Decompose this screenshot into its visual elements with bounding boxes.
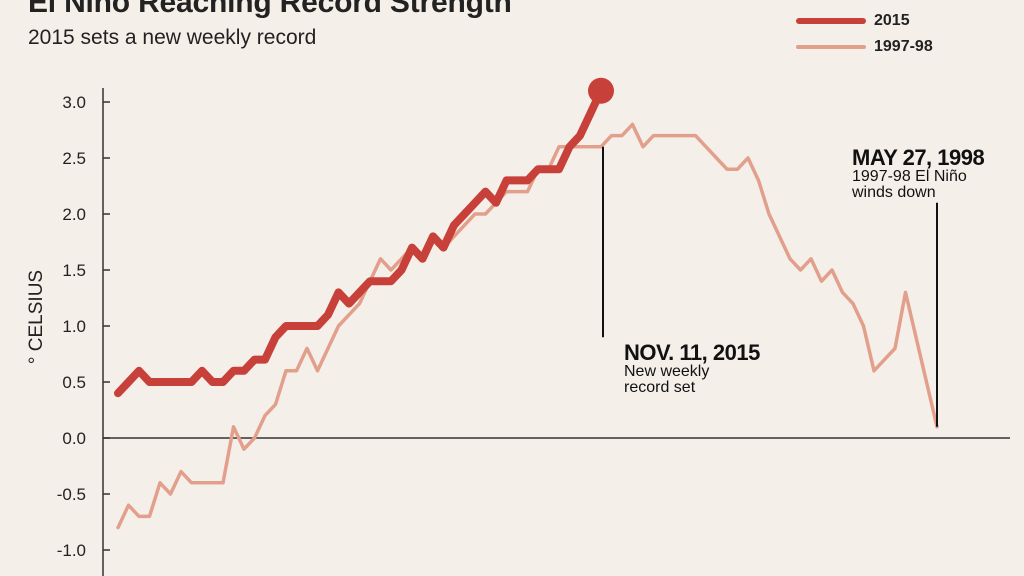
chart-title: El Nino Reaching Record Strength xyxy=(28,0,512,19)
y-tick-label: 0.5 xyxy=(62,373,86,392)
series-group xyxy=(114,77,939,530)
y-tick-label: 1.0 xyxy=(62,317,86,336)
y-tick-label: -0.5 xyxy=(57,485,86,504)
annotation-nov-2015-line-1: New weekly xyxy=(624,363,710,380)
chart-subtitle: 2015 sets a new weekly record xyxy=(28,26,317,49)
y-tick-label: 0.0 xyxy=(62,429,86,448)
annotation-nov-2015-line-2: record set xyxy=(624,379,696,396)
annotation-may-1998-heading: MAY 27, 1998 xyxy=(852,145,985,170)
annotation-nov-2015-heading: NOV. 11, 2015 xyxy=(624,340,760,365)
series-2015-endpoint-marker xyxy=(588,77,614,104)
y-tick-label: -1.0 xyxy=(57,541,86,560)
y-axis-label: ° CELSIUS xyxy=(26,269,47,365)
annotation-may-1998: MAY 27, 1998 1997-98 El Niño winds down xyxy=(852,145,985,201)
y-tick-label: 2.0 xyxy=(62,205,86,224)
legend-item-1997-98: 1997-98 xyxy=(796,34,933,60)
series-line-2015 xyxy=(114,86,605,398)
legend-item-2015: 2015 xyxy=(796,8,933,34)
y-tick-label: 1.5 xyxy=(62,261,86,280)
legend-label-1997-98: 1997-98 xyxy=(874,38,933,55)
y-tick-label: 2.5 xyxy=(62,149,86,168)
series-line-1997-98 xyxy=(116,122,939,530)
legend-swatch-2015 xyxy=(796,18,866,24)
annotation-may-1998-line-1: 1997-98 El Niño xyxy=(852,168,967,185)
annotation-nov-2015: NOV. 11, 2015 New weekly record set xyxy=(624,342,760,396)
y-tick-label: 3.0 xyxy=(62,93,86,112)
y-tick-group: 3.0 2.5 2.0 1.5 1.0 0.5 0.0 -0.5 -1.0 xyxy=(57,93,110,560)
legend-label-2015: 2015 xyxy=(874,12,910,29)
annotation-may-1998-line-2: winds down xyxy=(852,184,936,201)
legend: 2015 1997-98 xyxy=(796,8,933,60)
legend-swatch-1997-98 xyxy=(796,45,866,49)
